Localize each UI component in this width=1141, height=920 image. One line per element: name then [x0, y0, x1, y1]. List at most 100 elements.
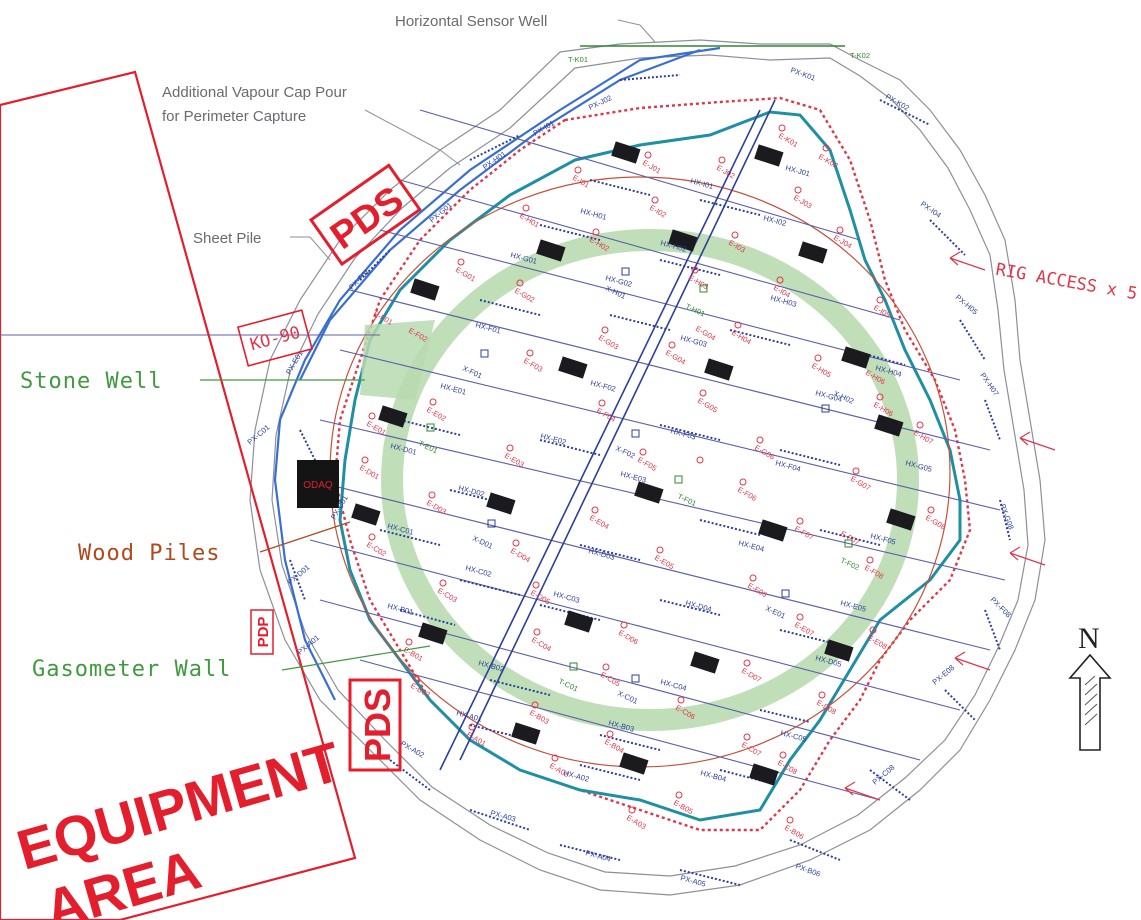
- heater-box: [378, 405, 408, 428]
- heater-box: [486, 492, 516, 515]
- vapour-cap-label-line1: Additional Vapour Cap Pour: [162, 84, 347, 101]
- svg-text:E-F06: E-F06: [736, 485, 758, 503]
- heater-box: [668, 229, 698, 252]
- svg-text:E-E06: E-E06: [746, 581, 769, 599]
- heater-box: [634, 481, 664, 504]
- svg-text:PX-A04: PX-A04: [584, 848, 611, 863]
- svg-text:T-F02: T-F02: [839, 556, 861, 572]
- svg-text:PX-K02: PX-K02: [884, 92, 911, 113]
- vapour-cap-label-line2: for Perimeter Capture: [162, 108, 306, 125]
- svg-text:X-H02: X-H02: [832, 389, 855, 406]
- svg-text:E-G01: E-G01: [454, 265, 477, 284]
- svg-text:E-E08: E-E08: [866, 633, 889, 651]
- svg-text:PX-H05: PX-H05: [954, 293, 980, 317]
- svg-text:PX-F01: PX-F01: [347, 267, 371, 291]
- svg-text:E-G08: E-G08: [924, 513, 947, 532]
- svg-text:HX-C02: HX-C02: [464, 563, 492, 579]
- svg-text:E-H03: E-H03: [687, 273, 710, 291]
- pdp-label: PDP: [255, 617, 272, 648]
- svg-text:PX-F08: PX-F08: [989, 595, 1013, 619]
- svg-text:E-D06: E-D06: [617, 628, 640, 646]
- horizontal-sensor-well-label: Horizontal Sensor Well: [395, 13, 547, 30]
- equipment-area-label: EQUIPMENT AREA: [10, 729, 347, 920]
- north-arrow-icon: [1068, 653, 1112, 751]
- svg-text:RIG ACCESS x 5: RIG ACCESS x 5: [994, 260, 1139, 305]
- svg-text:E-D04: E-D04: [509, 546, 532, 564]
- svg-text:X-E01: X-E01: [764, 604, 787, 621]
- svg-text:E-H01: E-H01: [518, 211, 541, 229]
- heater-box: [841, 346, 871, 369]
- svg-text:HX-C04: HX-C04: [659, 677, 687, 693]
- svg-text:E-E03: E-E03: [503, 451, 526, 469]
- svg-text:PX-J02: PX-J02: [587, 93, 613, 112]
- svg-text:HX-E02: HX-E02: [539, 431, 567, 446]
- stone-well-patch: [360, 320, 435, 400]
- heater-box: [619, 752, 649, 775]
- svg-text:E-F05: E-F05: [636, 455, 658, 473]
- svg-text:X-F01: X-F01: [461, 364, 483, 381]
- svg-text:HX-I01: HX-I01: [689, 176, 714, 191]
- svg-text:PX-C08: PX-C08: [871, 763, 897, 787]
- svg-text:E-E01: E-E01: [365, 419, 388, 437]
- svg-text:PX-I04: PX-I04: [919, 199, 943, 220]
- north-arrow: N: [1068, 622, 1112, 751]
- svg-text:HX-C05: HX-C05: [779, 728, 807, 744]
- svg-text:E-C04: E-C04: [530, 635, 553, 653]
- svg-text:E-H05: E-H05: [810, 361, 833, 379]
- svg-text:E-J01: E-J01: [641, 158, 662, 176]
- heater-box: [749, 763, 779, 786]
- heater-box: [758, 519, 788, 542]
- svg-text:HX-A02: HX-A02: [562, 768, 590, 783]
- sheet-pile-label: Sheet Pile: [193, 230, 261, 247]
- svg-text:E-D01: E-D01: [358, 463, 381, 481]
- heater-box: [704, 358, 734, 381]
- svg-text:HX-H03: HX-H03: [769, 293, 797, 309]
- heater-box-group: [351, 141, 916, 786]
- svg-text:HX-E01: HX-E01: [439, 381, 467, 396]
- svg-text:T-K02: T-K02: [850, 51, 870, 60]
- pds-stamp-top: PDS: [308, 163, 422, 267]
- stone-well-label: Stone Well: [20, 369, 162, 394]
- svg-text:HX-D02: HX-D02: [457, 483, 485, 499]
- svg-text:PX-A05: PX-A05: [679, 873, 706, 888]
- gasometer-wall-leader: [281, 645, 431, 671]
- svg-text:E-A03: E-A03: [625, 813, 648, 831]
- svg-text:X-D01: X-D01: [471, 534, 494, 551]
- svg-text:HX-B01: HX-B01: [386, 601, 414, 616]
- label-leaders: [290, 19, 656, 261]
- svg-text:E-C05: E-C05: [599, 670, 622, 688]
- horizontal-sensor-well: T-K01 T-K02: [568, 45, 870, 64]
- svg-text:HX-F02: HX-F02: [589, 378, 616, 393]
- svg-text:E-G05: E-G05: [696, 396, 719, 415]
- svg-text:HX-I02: HX-I02: [762, 213, 787, 228]
- svg-text:E-G04: E-G04: [664, 348, 687, 367]
- svg-text:HX-B04: HX-B04: [699, 768, 727, 783]
- svg-text:PX-H07: PX-H07: [978, 371, 1000, 398]
- heater-box: [798, 241, 828, 264]
- sensor-axis-lines: [439, 99, 776, 771]
- svg-text:E-H04: E-H04: [730, 328, 753, 346]
- heater-box: [886, 508, 916, 531]
- north-label: N: [1078, 622, 1100, 655]
- svg-text:HX-E03: HX-E03: [619, 469, 647, 484]
- heater-rows: [0, 109, 1006, 801]
- svg-text:E-B06: E-B06: [783, 823, 806, 841]
- svg-text:PX-B06: PX-B06: [794, 861, 821, 878]
- heater-box: [754, 144, 784, 167]
- equipment-area-outline: [0, 70, 357, 920]
- svg-text:E-E02: E-E02: [425, 405, 448, 423]
- heater-box: [536, 239, 566, 262]
- svg-text:HX-J01: HX-J01: [784, 163, 810, 178]
- pds-stamp-bottom: PDS: [348, 678, 402, 772]
- svg-text:E-G02: E-G02: [513, 286, 536, 305]
- rig-access-label: RIG ACCESS x 5: [994, 260, 1139, 305]
- svg-text:PX-G08: PX-G08: [998, 503, 1016, 531]
- svg-text:E-C07: E-C07: [740, 740, 763, 758]
- heater-box: [418, 622, 448, 645]
- svg-text:HX-D04: HX-D04: [684, 598, 712, 614]
- heater-box: [558, 356, 588, 379]
- svg-text:HX-C03: HX-C03: [552, 589, 580, 605]
- svg-text:PX-C01: PX-C01: [246, 423, 272, 447]
- svg-text:HX-H01: HX-H01: [579, 206, 607, 222]
